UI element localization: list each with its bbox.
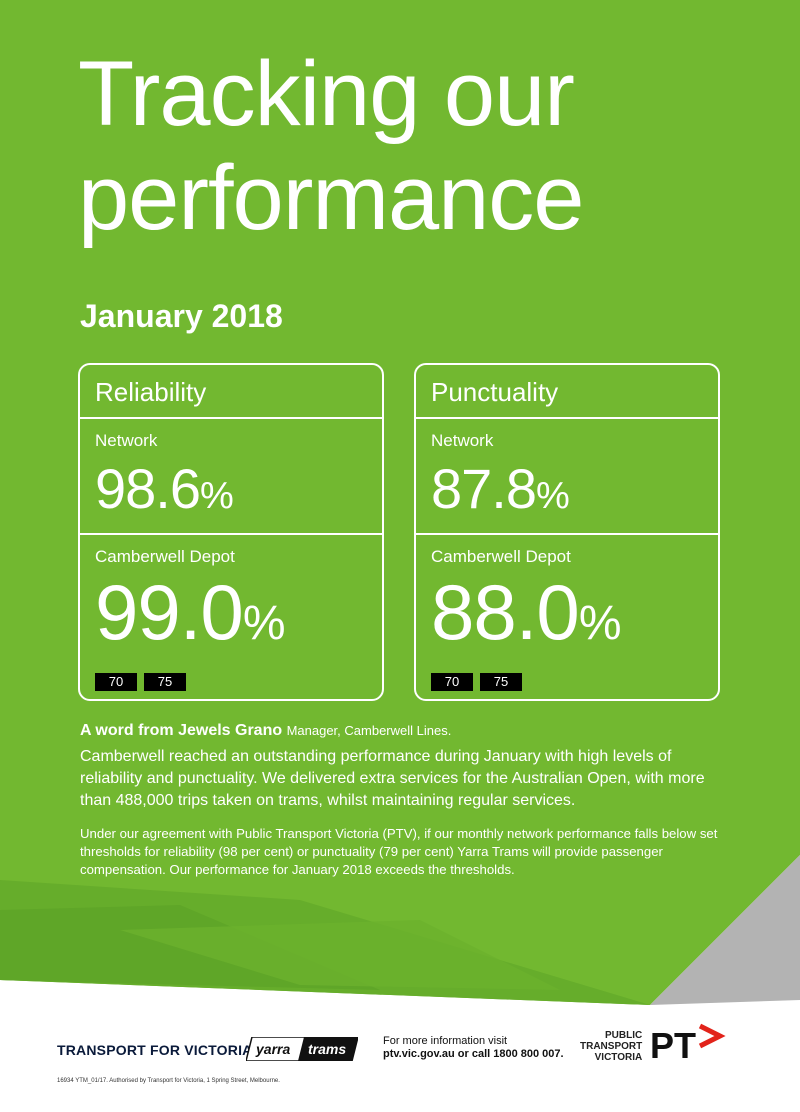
reliability-depot-value: 99.0% — [95, 568, 285, 656]
depot-label: Camberwell Depot — [431, 547, 571, 566]
ptv-wordmark: PUBLIC TRANSPORT VICTORIA — [580, 1030, 643, 1063]
route-badge: 75 — [144, 673, 186, 691]
footer: TRANSPORT FOR VICTORIA yarra trams For m… — [0, 1000, 800, 1112]
reliability-network: Network 98.6% — [80, 419, 382, 535]
network-label: Network — [431, 431, 494, 450]
network-label: Network — [95, 431, 158, 450]
fine-print: Under our agreement with Public Transpor… — [80, 826, 718, 877]
route-badges: 70 75 — [95, 673, 382, 691]
punctuality-network: Network 87.8% — [416, 419, 718, 535]
punctuality-card: Punctuality Network 87.8% Camberwell Dep… — [414, 363, 720, 701]
reliability-network-value: 98.6% — [95, 457, 234, 520]
reliability-heading: Reliability — [80, 365, 382, 419]
reliability-card: Reliability Network 98.6% Camberwell Dep… — [78, 363, 384, 701]
transport-for-victoria-logo: TRANSPORT FOR VICTORIA — [57, 1042, 253, 1058]
message-role: Manager, Camberwell Lines. — [286, 723, 452, 738]
punctuality-network-value: 87.8% — [431, 457, 570, 520]
punctuality-depot: Camberwell Depot 88.0% 70 75 — [416, 535, 718, 691]
message-heading: A word from Jewels Grano Manager, Camber… — [80, 722, 452, 739]
route-badge: 70 — [95, 673, 137, 691]
route-badge: 75 — [480, 673, 522, 691]
punctuality-heading: Punctuality — [416, 365, 718, 419]
svg-text:trams: trams — [308, 1041, 346, 1057]
depot-label: Camberwell Depot — [95, 547, 235, 566]
route-badges: 70 75 — [431, 673, 718, 691]
punctuality-depot-value: 88.0% — [431, 568, 621, 656]
yarra-trams-logo: yarra trams — [245, 1036, 359, 1062]
reliability-depot: Camberwell Depot 99.0% 70 75 — [80, 535, 382, 691]
svg-text:yarra: yarra — [255, 1041, 290, 1057]
more-info: For more information visit ptv.vic.gov.a… — [383, 1035, 564, 1060]
svg-text:PT: PT — [650, 1025, 696, 1064]
authorisation-note: 16934 YTM_01/17. Authorised by Transport… — [57, 1078, 280, 1084]
page-title: Tracking our performance — [78, 43, 584, 249]
pt-logo-icon: PT — [650, 1020, 726, 1066]
route-badge: 70 — [431, 673, 473, 691]
message-body: Camberwell reached an outstanding perfor… — [80, 748, 705, 809]
report-month: January 2018 — [80, 298, 283, 334]
